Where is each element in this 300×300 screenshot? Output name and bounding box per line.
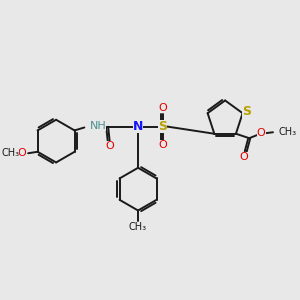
Text: O: O [105,141,114,152]
Text: S: S [158,120,167,134]
Text: CH₃: CH₃ [129,222,147,232]
Text: S: S [242,105,251,118]
Text: O: O [158,140,167,150]
Text: N: N [133,120,143,133]
Text: O: O [257,128,266,138]
Text: NH: NH [89,121,106,131]
Text: O: O [18,148,27,158]
Text: O: O [158,103,167,113]
Text: CH₃: CH₃ [1,148,20,158]
Text: O: O [240,152,249,162]
Text: CH₃: CH₃ [278,127,296,137]
